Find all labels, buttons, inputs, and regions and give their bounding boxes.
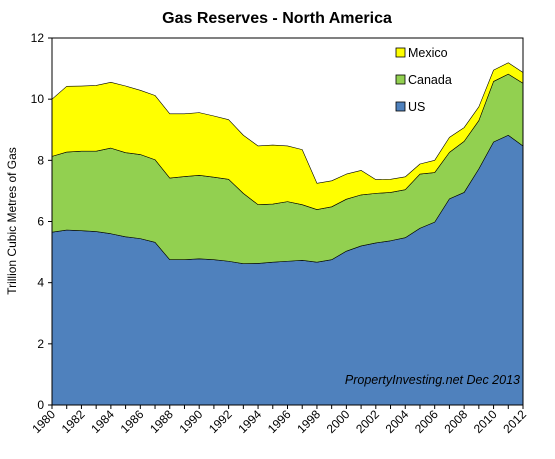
x-tick-label: 1982 <box>59 407 88 436</box>
legend-swatch-us <box>395 101 406 112</box>
x-tick-label: 2008 <box>441 407 470 436</box>
x-tick-label: 2004 <box>383 407 412 436</box>
chart-annotation: PropertyInvesting.net Dec 2013 <box>345 373 520 387</box>
x-tick-label: 1996 <box>265 407 294 436</box>
legend-label-canada: Canada <box>408 73 452 87</box>
chart-legend: Mexico Canada US <box>395 46 452 114</box>
x-tick-label: 1980 <box>29 407 58 436</box>
legend-swatch-mexico <box>395 47 406 58</box>
x-tick-label: 1994 <box>235 407 264 436</box>
x-tick-label: 1990 <box>177 407 206 436</box>
x-tick-label: 1992 <box>206 407 235 436</box>
y-tick-label: 10 <box>31 92 45 106</box>
x-tick-label: 1988 <box>147 407 176 436</box>
y-tick-label: 4 <box>37 276 44 290</box>
legend-label-mexico: Mexico <box>408 46 448 60</box>
chart-title: Gas Reserves - North America <box>162 10 392 27</box>
series-areas <box>51 62 524 406</box>
x-tick-label: 1984 <box>88 407 117 436</box>
y-tick-label: 0 <box>37 398 44 412</box>
y-tick-label: 6 <box>37 215 44 229</box>
y-tick-label: 12 <box>31 31 45 45</box>
x-tick-label: 2000 <box>324 407 353 436</box>
x-tick-label: 2002 <box>353 407 382 436</box>
y-tick-label: 2 <box>37 337 44 351</box>
legend-label-us: US <box>408 100 425 114</box>
x-tick-label: 2010 <box>471 407 500 436</box>
x-tick-label: 1998 <box>294 407 323 436</box>
x-tick-label: 2006 <box>412 407 441 436</box>
legend-swatch-canada <box>395 74 406 85</box>
y-axis-title: Trillion Cubic Metres of Gas <box>5 147 19 295</box>
y-tick-label: 8 <box>37 153 44 167</box>
x-tick-label: 2012 <box>500 407 529 436</box>
x-tick-label: 1986 <box>118 407 147 436</box>
